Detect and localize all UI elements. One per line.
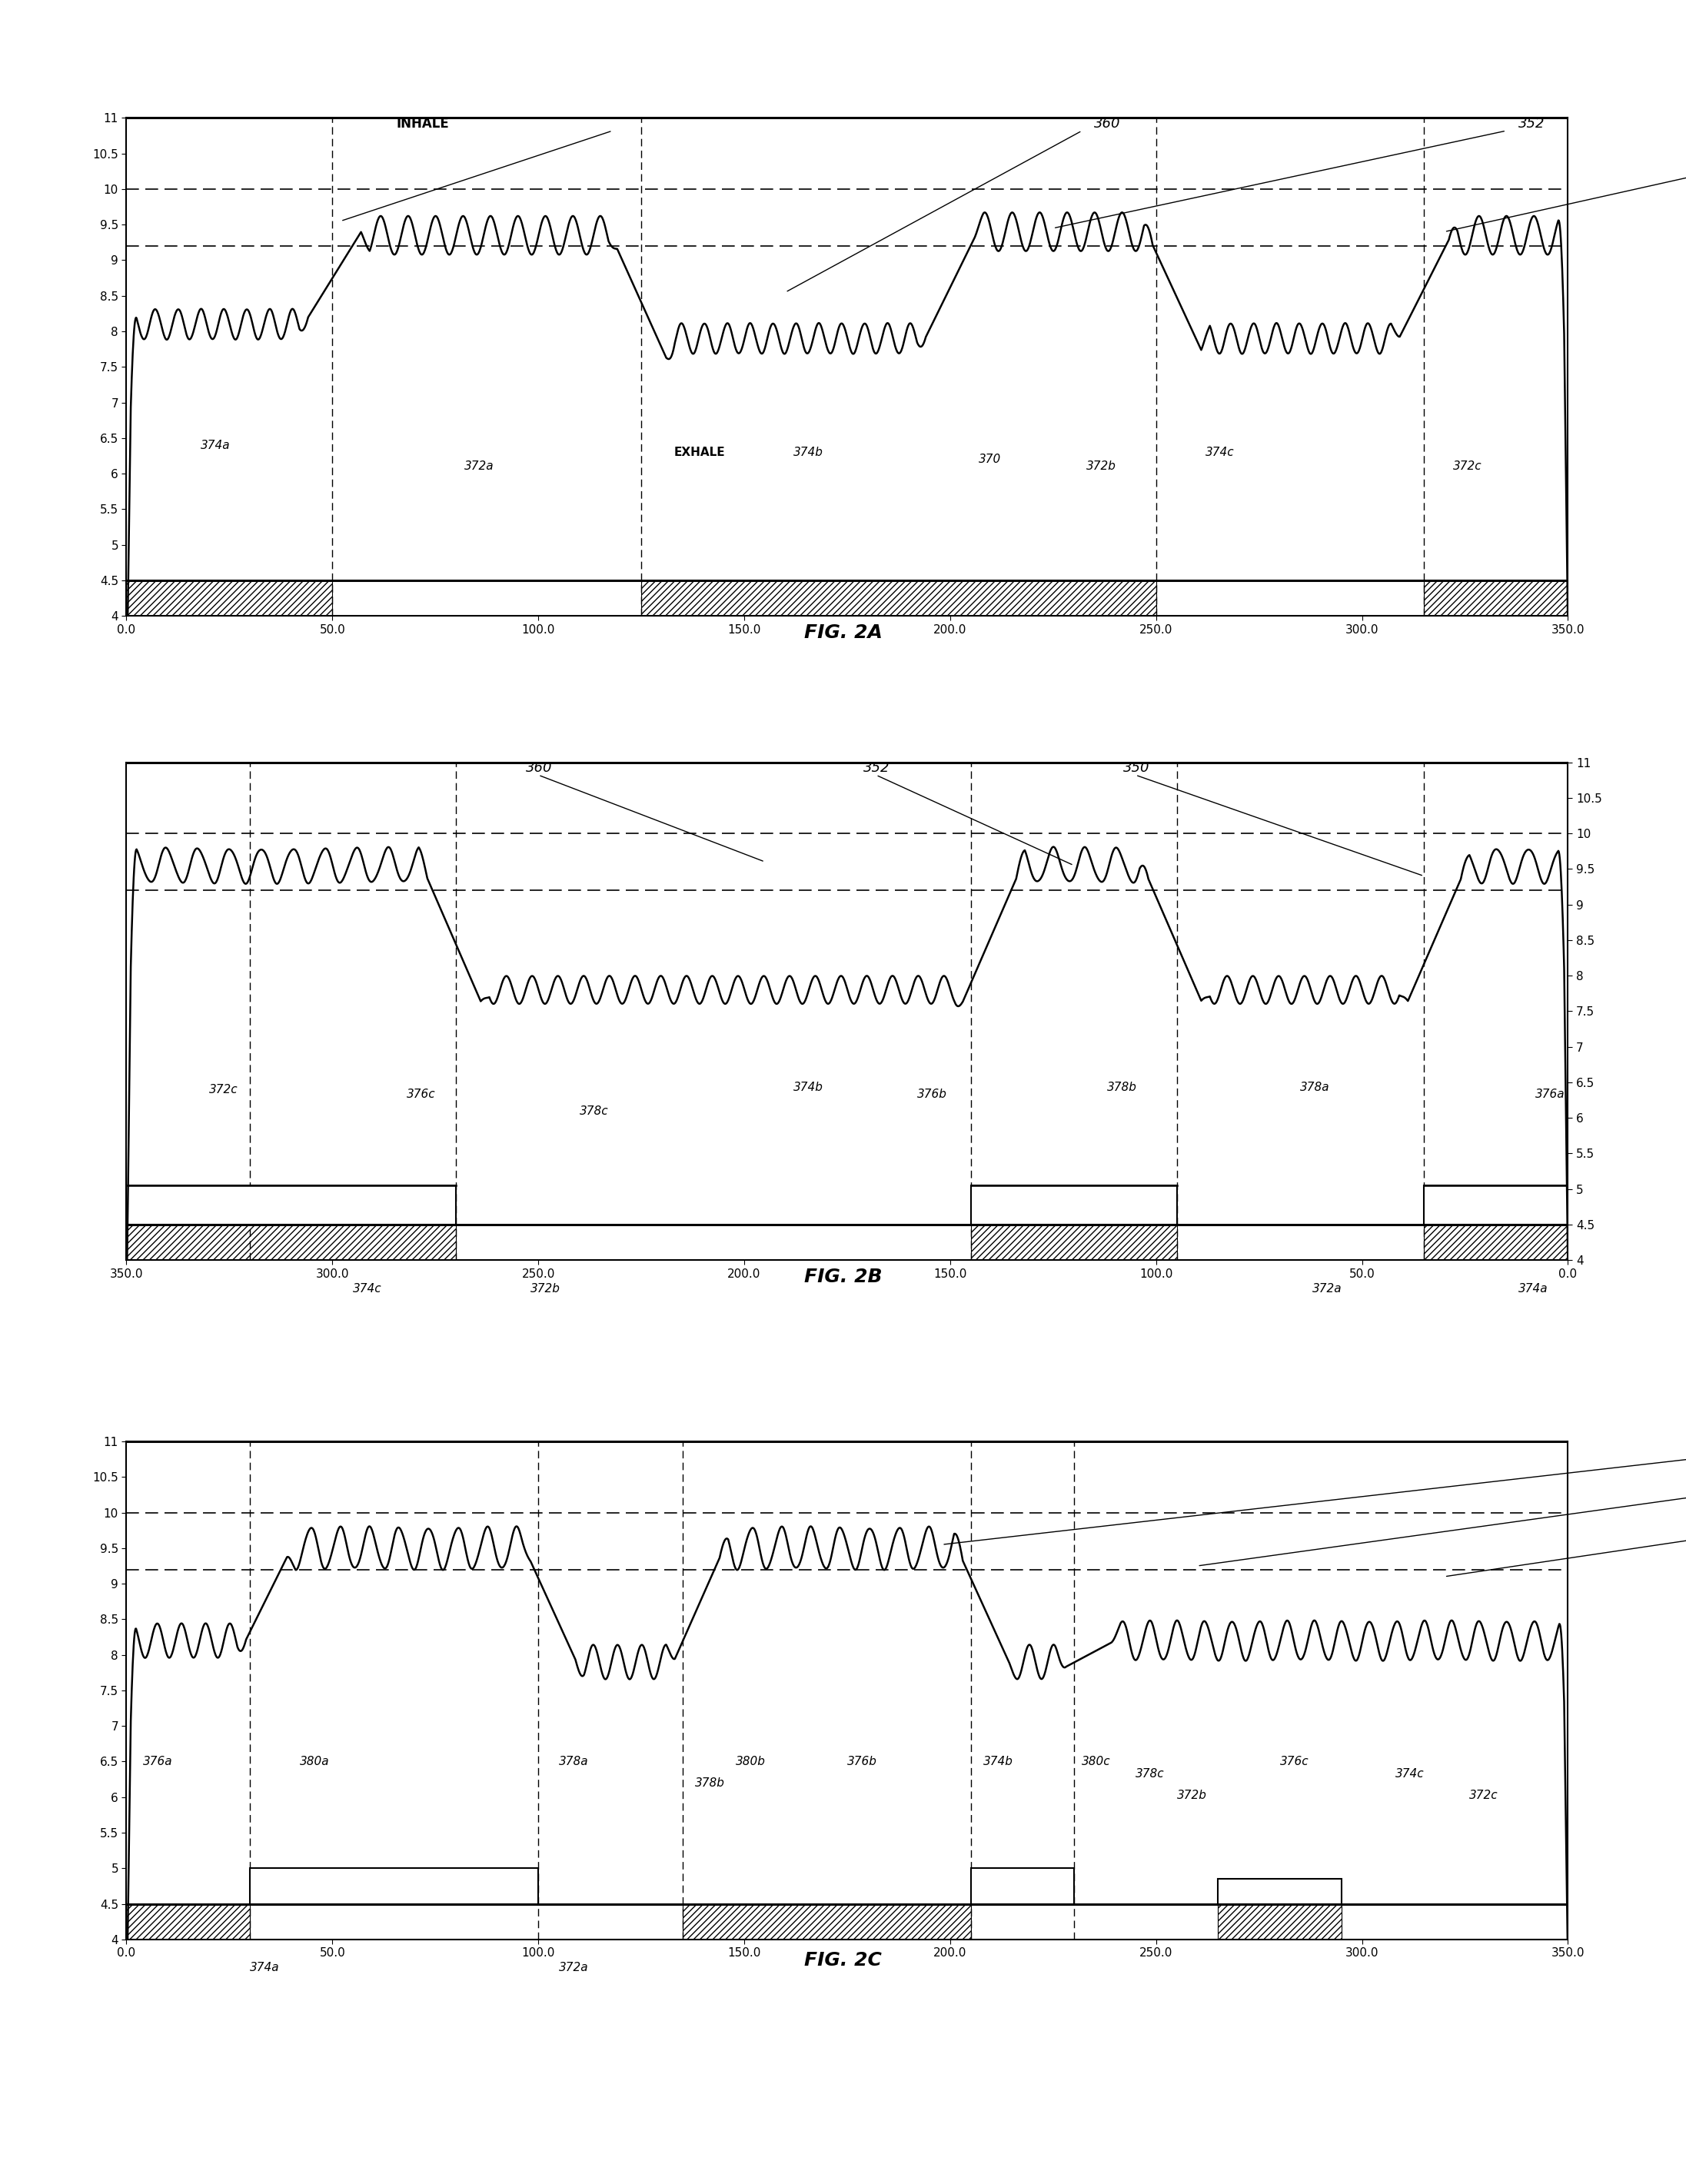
Text: 378b: 378b	[1106, 1081, 1136, 1094]
Text: 376c: 376c	[1280, 1756, 1308, 1767]
Text: 380c: 380c	[1082, 1756, 1111, 1767]
Text: 372a: 372a	[558, 1961, 588, 1974]
Text: 376a: 376a	[1534, 1090, 1565, 1101]
Text: 372b: 372b	[1086, 461, 1116, 472]
Text: 374b: 374b	[794, 1081, 823, 1094]
Text: 376b: 376b	[917, 1090, 948, 1101]
Text: FIG. 2C: FIG. 2C	[804, 1950, 882, 1970]
Bar	[1423, 1225, 1568, 1260]
Text: 374c: 374c	[1205, 446, 1234, 459]
Text: 374a: 374a	[250, 1961, 280, 1974]
Text: 378a: 378a	[558, 1756, 588, 1767]
Text: 376a: 376a	[143, 1756, 172, 1767]
Text: FIG. 2B: FIG. 2B	[804, 1267, 882, 1286]
Text: 378a: 378a	[1300, 1081, 1330, 1094]
Text: 374b: 374b	[794, 446, 823, 459]
Bar	[1217, 1878, 1342, 1904]
Text: 378c: 378c	[1135, 1769, 1165, 1780]
Bar	[126, 1225, 455, 1260]
Text: 380b: 380b	[737, 1756, 765, 1767]
Bar	[641, 581, 1157, 616]
Bar	[126, 1186, 455, 1225]
Text: 374a: 374a	[201, 439, 231, 452]
Bar	[683, 1904, 971, 1939]
Bar	[1423, 581, 1568, 616]
Text: 376c: 376c	[406, 1090, 435, 1101]
Text: 372b: 372b	[529, 1282, 560, 1295]
Bar	[126, 1904, 250, 1939]
Text: 380a: 380a	[300, 1756, 329, 1767]
Text: 372a: 372a	[1313, 1282, 1342, 1295]
Text: EXHALE: EXHALE	[674, 446, 725, 459]
Text: INHALE: INHALE	[396, 118, 450, 131]
Text: 374a: 374a	[1519, 1282, 1548, 1295]
Text: 372c: 372c	[209, 1083, 238, 1096]
Bar	[1217, 1904, 1342, 1939]
Text: 360: 360	[1094, 118, 1121, 131]
Text: 360: 360	[526, 762, 553, 775]
Text: 352: 352	[1519, 118, 1544, 131]
Text: 372a: 372a	[464, 461, 494, 472]
Bar	[971, 1867, 1074, 1904]
Text: 374c: 374c	[352, 1282, 383, 1295]
Text: 372c: 372c	[1453, 461, 1482, 472]
Text: 378c: 378c	[580, 1105, 609, 1116]
Text: FIG. 2A: FIG. 2A	[804, 622, 882, 642]
Text: 374b: 374b	[983, 1756, 1013, 1767]
Bar	[1423, 1186, 1568, 1225]
Text: 350: 350	[1123, 762, 1150, 775]
Bar	[971, 1225, 1177, 1260]
Text: 378b: 378b	[695, 1778, 725, 1789]
Text: 372c: 372c	[1469, 1789, 1499, 1802]
Text: 370: 370	[980, 454, 1001, 465]
Text: 376b: 376b	[846, 1756, 877, 1767]
Text: 352: 352	[863, 762, 890, 775]
Bar	[971, 1186, 1177, 1225]
Text: 374c: 374c	[1394, 1769, 1425, 1780]
Bar	[126, 581, 332, 616]
Bar	[250, 1867, 538, 1904]
Text: 372b: 372b	[1177, 1789, 1207, 1802]
